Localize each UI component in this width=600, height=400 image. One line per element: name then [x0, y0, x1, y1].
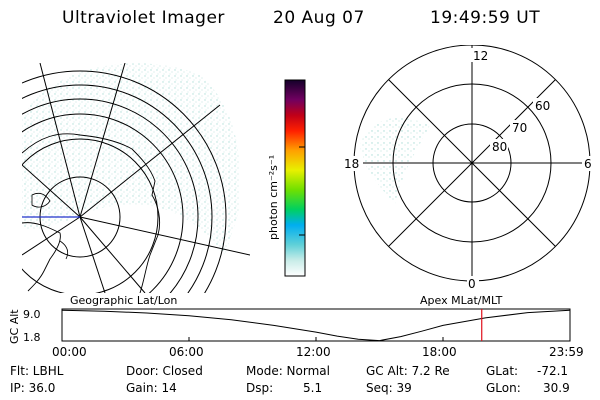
- colorbar-tick-10: 10: [309, 229, 310, 242]
- lat-label-70: 70: [512, 121, 527, 135]
- lat-label-80: 80: [492, 140, 507, 154]
- door-status: Door: Closed: [126, 364, 203, 378]
- dsp-status-value: 5.1: [303, 381, 323, 395]
- glat-value: -72.1: [537, 364, 569, 378]
- glon-label: GLon:: [486, 381, 521, 395]
- mlt-label-6: 6: [584, 157, 592, 171]
- mlt-label-0: 0: [468, 277, 476, 291]
- gc-alt-status: GC Alt: 7.2 Re: [366, 364, 450, 378]
- gain-status: Gain: 14: [126, 381, 177, 395]
- mlt-label-12: 12: [473, 49, 488, 63]
- instrument-title: Ultraviolet Imager: [62, 8, 225, 28]
- magnetic-polar-plot: 12 18 6 0 80 70 60: [343, 45, 594, 291]
- filter-status: Flt: LBHL: [10, 364, 64, 378]
- aurora-speckle: [22, 63, 241, 255]
- glat-label: GLat:: [486, 364, 519, 378]
- altitude-chart-frame: [61, 308, 571, 342]
- mlt-label-18: 18: [344, 157, 359, 171]
- aurora-speckle-polar: [360, 118, 430, 205]
- ip-status: IP: 36.0: [10, 381, 56, 395]
- colorbar: 100 10 photon cm⁻²s⁻¹: [267, 79, 310, 277]
- geographic-caption: Geographic Lat/Lon: [70, 294, 178, 307]
- altitude-series-line: [61, 309, 571, 342]
- lat-label-60: 60: [535, 99, 550, 113]
- xtick-1200: 12:00: [296, 345, 331, 359]
- dsp-status-label: Dsp:: [246, 381, 274, 395]
- time-label: 19:49:59 UT: [430, 8, 541, 28]
- ytick-9: 9.0: [23, 308, 41, 321]
- geographic-map: [22, 63, 250, 293]
- xtick-1800: 18:00: [422, 345, 457, 359]
- xtick-0600: 06:00: [169, 345, 204, 359]
- coastline: [22, 133, 161, 293]
- xtick-2359: 23:59: [549, 345, 584, 359]
- ytick-1-8: 1.8: [23, 331, 41, 344]
- seq-status: Seq: 39: [366, 381, 412, 395]
- date-label: 20 Aug 07: [273, 8, 365, 28]
- xtick-0000: 00:00: [52, 345, 87, 359]
- mode-status: Mode: Normal: [246, 364, 330, 378]
- altitude-chart: GC Alt 9.0 1.8 00:00 06:00 12:00 18:00 2…: [8, 308, 584, 359]
- altitude-ylabel: GC Alt: [8, 309, 21, 344]
- colorbar-unit-label: photon cm⁻²s⁻¹: [267, 155, 280, 240]
- magnetic-caption: Apex MLat/MLT: [420, 294, 503, 307]
- glon-value: 30.9: [543, 381, 570, 395]
- colorbar-tick-100: 100: [309, 141, 310, 154]
